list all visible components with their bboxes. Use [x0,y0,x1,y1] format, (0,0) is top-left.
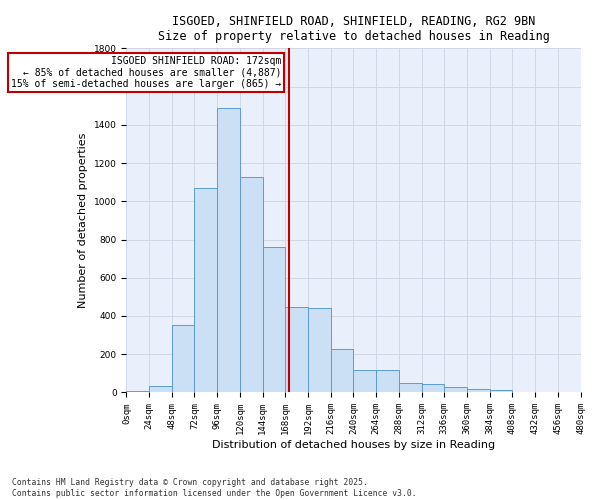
Bar [331,350,353,393]
Bar [286,308,308,392]
Bar [376,370,399,392]
Bar [422,384,444,392]
Bar [490,390,512,392]
Bar [353,370,376,392]
Bar [263,247,286,392]
Title: ISGOED, SHINFIELD ROAD, SHINFIELD, READING, RG2 9BN
Size of property relative to: ISGOED, SHINFIELD ROAD, SHINFIELD, READI… [157,15,550,43]
Bar [217,108,240,393]
Bar [149,386,172,392]
Text: ISGOED SHINFIELD ROAD: 172sqm
← 85% of detached houses are smaller (4,887)
15% o: ISGOED SHINFIELD ROAD: 172sqm ← 85% of d… [11,56,281,89]
X-axis label: Distribution of detached houses by size in Reading: Distribution of detached houses by size … [212,440,495,450]
Bar [172,324,194,392]
Bar [127,390,149,392]
Bar [194,188,217,392]
Bar [467,388,490,392]
Bar [444,386,467,392]
Bar [399,383,422,392]
Bar [308,308,331,392]
Text: Contains HM Land Registry data © Crown copyright and database right 2025.
Contai: Contains HM Land Registry data © Crown c… [12,478,416,498]
Bar [240,178,263,392]
Y-axis label: Number of detached properties: Number of detached properties [78,132,88,308]
